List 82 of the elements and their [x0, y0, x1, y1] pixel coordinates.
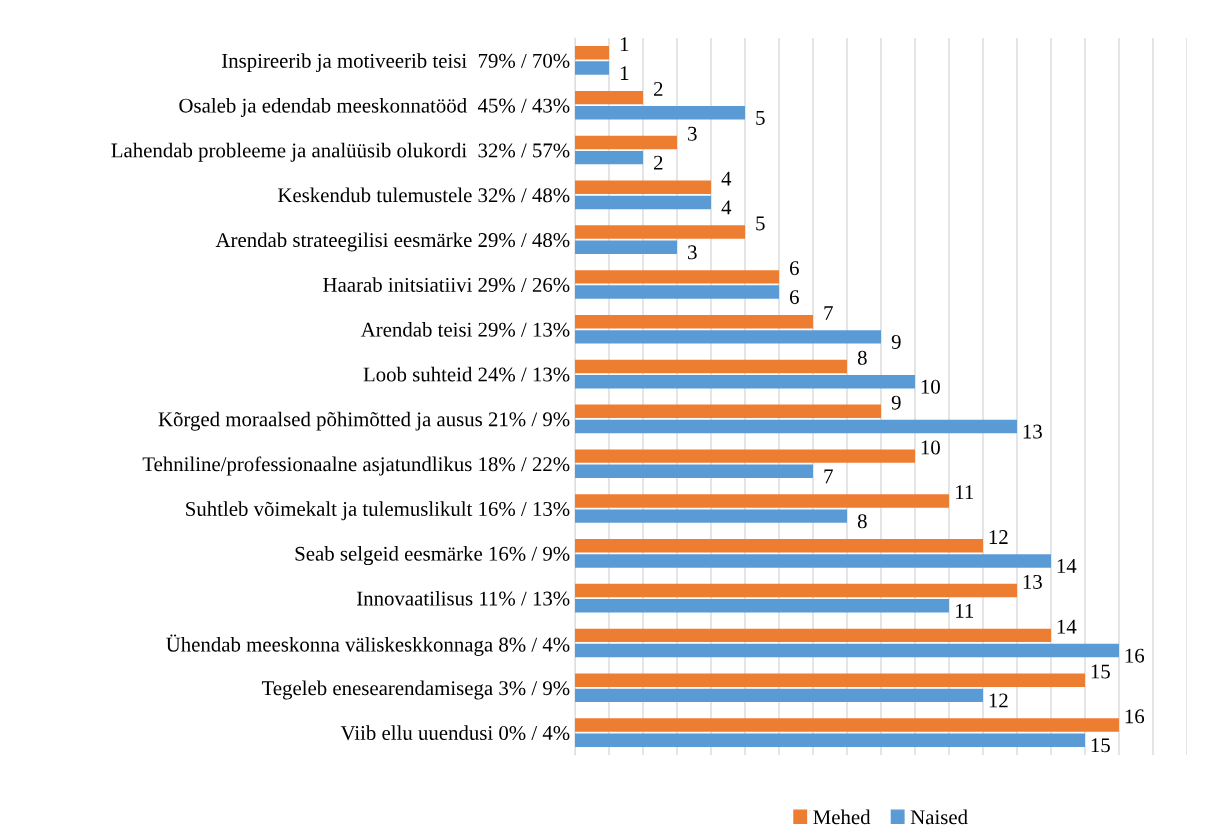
bar: [575, 150, 643, 165]
data-label: 14: [1057, 619, 1077, 634]
data-label: 4: [721, 200, 732, 215]
bar: [575, 404, 881, 419]
bar: [575, 628, 1051, 643]
bar: [575, 270, 779, 284]
data-label: 11: [956, 603, 974, 618]
y-tick-label: Ühendab meeskonna väliskeskkonnaga 8% / 4%: [166, 634, 570, 656]
bar: [575, 554, 1051, 568]
bar: [575, 195, 711, 210]
y-tick-label: Lahendab probleeme ja analüüsib olukordi 32% / 57%: [111, 142, 570, 162]
y-tick-label: Tehniline/professionaalne asjatundlikus 18% / 22%: [142, 456, 570, 476]
y-tick-label: Haarab initsiatiivi 29% / 26%: [323, 277, 570, 292]
data-label: 8: [857, 514, 867, 529]
data-label: 14: [1057, 559, 1077, 573]
bar: [575, 733, 1085, 747]
bar: [575, 61, 609, 75]
data-label: 2: [654, 155, 663, 170]
y-tick-label: Inspireerib ja motiveerib teisi 79% / 70%: [222, 53, 570, 73]
data-label: 11: [956, 485, 974, 500]
data-label: 13: [1023, 574, 1042, 589]
bar: [575, 688, 983, 703]
data-label: 3: [688, 245, 697, 260]
bar: [575, 599, 949, 613]
bar: [575, 106, 745, 120]
y-tick-label: Seab selgeid eesmärke 16% / 9%: [295, 546, 570, 566]
bar: [575, 494, 949, 508]
y-tick-label: Arendab teisi 29% / 13%: [360, 322, 570, 337]
data-label: 13: [1023, 424, 1042, 439]
bar: [575, 135, 677, 150]
bar: [575, 374, 915, 389]
data-label: 10: [921, 379, 940, 394]
legend-label: Mehed: [813, 809, 871, 825]
y-tick-label: Suhtleb võimekalt ja tulemuslikult 16% / 13%: [186, 501, 570, 521]
y-tick-label: Loob suhteid 24% / 13%: [363, 366, 570, 382]
bar: [575, 314, 813, 329]
data-label: 1: [620, 37, 629, 51]
bar: [575, 643, 1119, 658]
data-label: 6: [789, 290, 799, 305]
bar: [575, 673, 1085, 687]
bar: [575, 285, 779, 299]
y-tick-label: Kõrged moraalsed põhimõtted ja ausus 21% / 9%: [158, 411, 570, 431]
y-tick-label: Arendab strateegilisi eesmärke 29% / 48%: [215, 232, 570, 252]
data-label: 7: [824, 306, 833, 320]
bar: [575, 90, 643, 105]
bar: [575, 240, 677, 254]
bar: [575, 359, 847, 374]
data-label: 1: [620, 66, 629, 80]
data-label: 16: [1125, 648, 1145, 663]
data-label: 6: [789, 261, 799, 276]
bar: [575, 718, 1119, 732]
bar: [575, 225, 745, 239]
y-tick-label: Keskendub tulemustele 32% / 48%: [277, 187, 570, 203]
data-label: 16: [1125, 709, 1145, 724]
bar: [575, 539, 983, 553]
data-label: 12: [989, 530, 1008, 544]
data-label: 3: [688, 126, 697, 141]
bar: [575, 449, 915, 463]
y-tick-label: Tegeleb enesearendamisega 3% / 9%: [261, 680, 570, 700]
data-label: 5: [756, 216, 765, 231]
data-label: 15: [1091, 738, 1110, 753]
bar: [575, 509, 847, 523]
bar: [575, 419, 1017, 434]
data-label: 5: [756, 111, 765, 125]
data-label: 12: [989, 693, 1008, 708]
data-label: 10: [921, 440, 940, 455]
y-tick-label: Innovaatilisus 11% / 13%: [357, 590, 570, 606]
bar: [575, 330, 881, 344]
data-label: 15: [1091, 664, 1110, 679]
data-label: 7: [824, 469, 833, 484]
data-label: 4: [721, 171, 732, 186]
bar: [575, 180, 711, 194]
data-label: 2: [654, 81, 663, 96]
bar: [575, 583, 1017, 598]
legend-label: Naised: [910, 809, 968, 825]
data-label: 8: [857, 350, 867, 365]
bar: [575, 464, 813, 479]
y-tick-label: Viib ellu uuendusi 0% / 4%: [340, 725, 570, 741]
bar: [575, 46, 609, 60]
data-label: 9: [891, 334, 901, 349]
y-tick-label: Osaleb ja edendab meeskonnatööd 45% / 43%: [179, 97, 570, 117]
data-label: 9: [891, 395, 901, 410]
